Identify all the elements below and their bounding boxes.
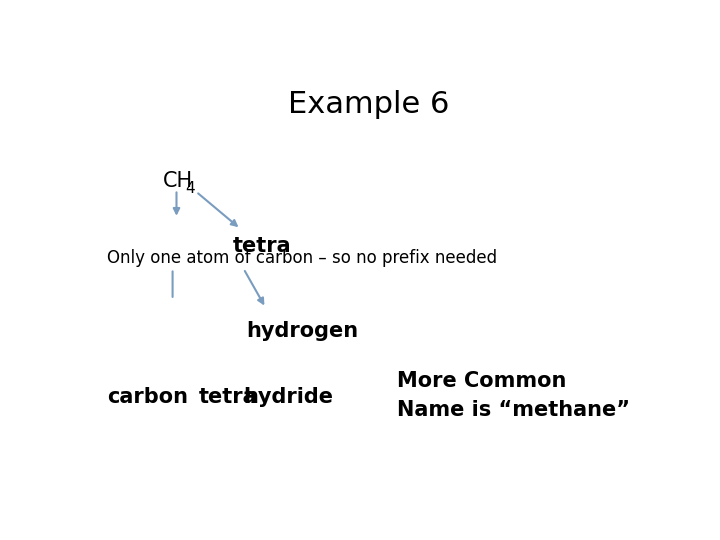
Text: carbon: carbon [107, 387, 188, 408]
Text: 4: 4 [185, 181, 194, 196]
Text: tetra: tetra [199, 387, 258, 408]
Text: tetra: tetra [233, 235, 291, 255]
Text: hydrogen: hydrogen [246, 321, 359, 341]
Text: Only one atom of carbon – so no prefix needed: Only one atom of carbon – so no prefix n… [107, 249, 497, 267]
Text: hydride: hydride [243, 387, 333, 408]
Text: Name is “methane”: Name is “methane” [397, 400, 630, 420]
Text: CH: CH [163, 171, 193, 191]
Text: More Common: More Common [397, 371, 566, 391]
Text: Example 6: Example 6 [288, 90, 450, 119]
